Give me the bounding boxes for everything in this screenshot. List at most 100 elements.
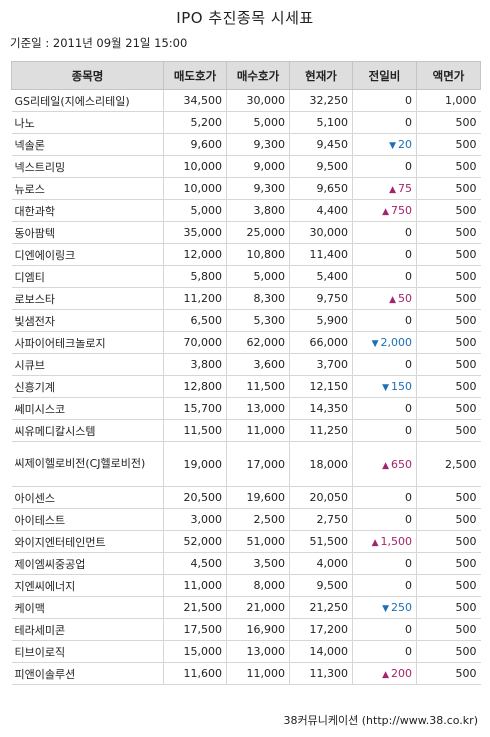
- cell-par: 500: [416, 243, 481, 266]
- cell-ask: 5,800: [163, 265, 227, 288]
- cell-price: 32,250: [289, 89, 353, 112]
- change-value: 20: [398, 138, 412, 151]
- cell-name: 케이맥: [11, 596, 164, 619]
- cell-par: 500: [416, 155, 481, 178]
- cell-price: 9,500: [289, 155, 353, 178]
- cell-change: ▲ 750: [352, 199, 417, 222]
- table-row: 디엠티 5,800 5,000 5,400 0 500: [11, 265, 481, 288]
- change-value: 650: [391, 457, 412, 471]
- cell-par: 500: [416, 508, 481, 531]
- cell-price: 4,000: [289, 552, 353, 575]
- cell-bid: 17,000: [226, 441, 290, 487]
- up-arrow-icon: ▲: [389, 295, 396, 305]
- table-row: 빛샘전자 6,500 5,300 5,900 0 500: [11, 309, 481, 332]
- cell-change: 0: [352, 552, 417, 575]
- cell-ask: 19,000: [163, 441, 227, 487]
- cell-bid: 30,000: [226, 89, 290, 112]
- cell-change: 0: [352, 89, 417, 112]
- cell-name: 지엔씨에너지: [11, 574, 164, 597]
- cell-bid: 51,000: [226, 530, 290, 553]
- change-value: 50: [398, 292, 412, 305]
- table-row: 넥솔론 9,600 9,300 9,450 ▼ 20 500: [11, 133, 481, 156]
- table-row: 신흥기계 12,800 11,500 12,150 ▼ 150 500: [11, 375, 481, 398]
- cell-bid: 2,500: [226, 508, 290, 531]
- change-value: 150: [391, 380, 412, 393]
- change-value: 0: [405, 623, 412, 636]
- cell-name: GS리테일(지에스리테일): [11, 89, 164, 112]
- cell-price: 11,250: [289, 419, 353, 442]
- change-value: 200: [391, 667, 412, 680]
- cell-price: 14,350: [289, 397, 353, 420]
- cell-name: 아이센스: [11, 486, 164, 509]
- cell-par: 500: [416, 111, 481, 134]
- cell-par: 1,000: [416, 89, 481, 112]
- table-row: GS리테일(지에스리테일) 34,500 30,000 32,250 0 1,000: [11, 89, 481, 112]
- cell-name: 쎄미시스코: [11, 397, 164, 420]
- cell-change: 0: [352, 265, 417, 288]
- cell-par: 500: [416, 662, 481, 685]
- cell-ask: 6,500: [163, 309, 227, 332]
- change-value: 0: [405, 402, 412, 415]
- change-value: 0: [405, 491, 412, 504]
- table-row: 지엔씨에너지 11,000 8,000 9,500 0 500: [11, 574, 481, 597]
- cell-par: 500: [416, 530, 481, 553]
- cell-price: 17,200: [289, 618, 353, 641]
- table-row: 씨유메디칼시스템 11,500 11,000 11,250 0 500: [11, 419, 481, 442]
- cell-change: ▲ 650: [352, 441, 417, 487]
- cell-price: 18,000: [289, 441, 353, 487]
- cell-price: 9,450: [289, 133, 353, 156]
- cell-par: 500: [416, 309, 481, 332]
- cell-par: 500: [416, 353, 481, 376]
- cell-par: 500: [416, 574, 481, 597]
- cell-name: 뉴로스: [11, 177, 164, 200]
- cell-par: 500: [416, 552, 481, 575]
- cell-ask: 34,500: [163, 89, 227, 112]
- change-value: 0: [405, 513, 412, 526]
- cell-name: 시큐브: [11, 353, 164, 376]
- base-date: 기준일 : 2011년 09월 21일 15:00: [10, 36, 188, 50]
- cell-name: 씨제이헬로비전(CJ헬로비전): [11, 441, 164, 487]
- cell-change: ▲ 50: [352, 287, 417, 310]
- cell-price: 14,000: [289, 640, 353, 663]
- cell-ask: 3,000: [163, 508, 227, 531]
- cell-change: 0: [352, 397, 417, 420]
- cell-price: 12,150: [289, 375, 353, 398]
- cell-name: 넥스트리밍: [11, 155, 164, 178]
- cell-change: ▼ 20: [352, 133, 417, 156]
- header-name: 종목명: [11, 61, 164, 90]
- table-row: 동아팜텍 35,000 25,000 30,000 0 500: [11, 221, 481, 244]
- cell-name: 사파이어테크놀로지: [11, 331, 164, 354]
- change-value: 0: [405, 226, 412, 239]
- change-value: 0: [405, 314, 412, 327]
- up-arrow-icon: ▲: [382, 460, 389, 471]
- down-arrow-icon: ▼: [389, 141, 396, 151]
- cell-ask: 17,500: [163, 618, 227, 641]
- cell-par: 500: [416, 287, 481, 310]
- cell-bid: 3,600: [226, 353, 290, 376]
- cell-bid: 5,300: [226, 309, 290, 332]
- up-arrow-icon: ▲: [371, 538, 379, 548]
- cell-bid: 5,000: [226, 111, 290, 134]
- quote-table: 종목명 매도호가 매수호가 현재가 전일비 액면가 GS리테일(지에스리테일) 3…: [11, 61, 481, 685]
- header-ask: 매도호가: [163, 61, 227, 90]
- change-value: 750: [391, 204, 412, 217]
- change-value: 0: [405, 424, 412, 437]
- cell-name: 피앤이솔루션: [11, 662, 164, 685]
- cell-ask: 20,500: [163, 486, 227, 509]
- cell-ask: 70,000: [163, 331, 227, 354]
- table-row: 쎄미시스코 15,700 13,000 14,350 0 500: [11, 397, 481, 420]
- change-value: 0: [405, 116, 412, 129]
- cell-bid: 9,300: [226, 177, 290, 200]
- table-row: 케이맥 21,500 21,000 21,250 ▼ 250 500: [11, 596, 481, 619]
- cell-change: 0: [352, 243, 417, 266]
- cell-bid: 9,000: [226, 155, 290, 178]
- table-row: 나노 5,200 5,000 5,100 0 500: [11, 111, 481, 134]
- cell-price: 4,400: [289, 199, 353, 222]
- cell-change: 0: [352, 640, 417, 663]
- table-row: 제이엠씨중공업 4,500 3,500 4,000 0 500: [11, 552, 481, 575]
- cell-ask: 12,000: [163, 243, 227, 266]
- table-row: 피앤이솔루션 11,600 11,000 11,300 ▲ 200 500: [11, 662, 481, 685]
- table-row: 뉴로스 10,000 9,300 9,650 ▲ 75 500: [11, 177, 481, 200]
- cell-price: 11,300: [289, 662, 353, 685]
